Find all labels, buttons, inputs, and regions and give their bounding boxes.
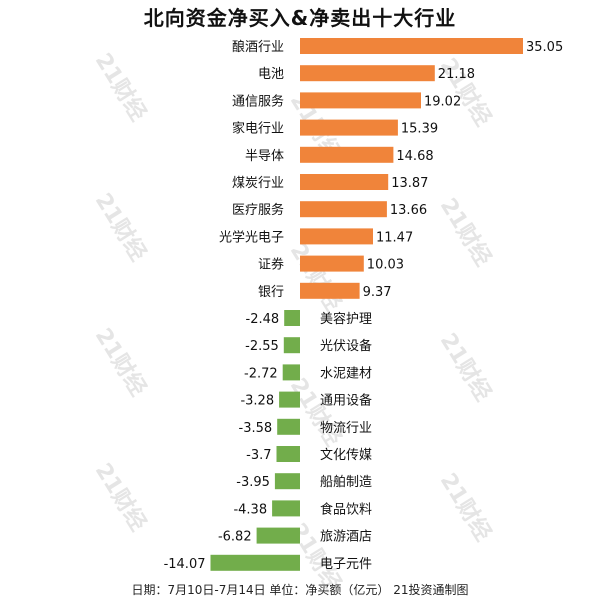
category-label-1: 酿酒行业 — [232, 39, 284, 55]
value-label-10: 9.37 — [363, 285, 392, 300]
value-label-3: 19.02 — [424, 94, 461, 109]
category-label-8: 光学光电子 — [219, 229, 284, 245]
category-label-18: 食品饮料 — [320, 501, 372, 517]
value-label-17: -3.95 — [236, 475, 270, 490]
category-label-10: 银行 — [258, 285, 284, 300]
value-label-18: -4.38 — [233, 502, 267, 517]
value-label-19: -6.82 — [218, 530, 252, 545]
category-label-13: 水泥建材 — [320, 366, 372, 381]
bar-11 — [284, 310, 300, 326]
bar-2 — [300, 65, 435, 82]
footer-note: 日期：7月10日-7月14日 单位：净买额（亿元） 21投资通制图 — [131, 583, 469, 597]
value-label-16: -3.7 — [246, 448, 271, 463]
bar-3 — [300, 92, 421, 109]
bar-7 — [300, 201, 387, 218]
bar-19 — [256, 527, 300, 544]
value-label-15: -3.58 — [239, 421, 273, 436]
category-label-5: 半导体 — [245, 149, 284, 164]
bar-12 — [283, 337, 300, 354]
category-label-6: 煤炭行业 — [232, 176, 284, 191]
category-label-20: 电子元件 — [320, 557, 372, 572]
value-label-7: 13.66 — [390, 203, 427, 218]
category-label-3: 通信服务 — [232, 93, 284, 109]
bar-6 — [300, 174, 389, 190]
value-label-20: -14.07 — [164, 557, 206, 572]
bar-1 — [300, 38, 523, 54]
value-label-5: 14.68 — [396, 149, 433, 164]
category-label-4: 家电行业 — [232, 121, 284, 137]
value-label-13: -2.72 — [244, 366, 278, 381]
value-label-6: 13.87 — [391, 176, 428, 191]
category-label-14: 通用设备 — [320, 393, 372, 409]
bar-20 — [210, 554, 300, 571]
category-label-7: 医疗服务 — [232, 202, 284, 218]
value-label-11: -2.48 — [246, 312, 280, 327]
value-label-12: -2.55 — [245, 339, 279, 354]
category-label-2: 电池 — [258, 67, 284, 82]
bar-10 — [300, 282, 360, 299]
value-label-9: 10.03 — [367, 258, 404, 273]
bar-17 — [274, 473, 300, 490]
bar-4 — [300, 119, 398, 136]
category-label-16: 文化传媒 — [320, 448, 372, 463]
value-label-14: -3.28 — [240, 394, 274, 409]
category-label-11: 美容护理 — [320, 311, 372, 327]
value-label-8: 11.47 — [376, 230, 413, 245]
value-label-4: 15.39 — [401, 122, 438, 137]
value-label-2: 21.18 — [438, 67, 475, 82]
category-label-12: 光伏设备 — [320, 338, 372, 354]
bar-14 — [279, 391, 300, 408]
category-label-15: 物流行业 — [320, 421, 372, 436]
bar-8 — [300, 228, 373, 245]
bar-13 — [282, 364, 300, 381]
bar-18 — [272, 500, 300, 517]
category-label-9: 证券 — [258, 257, 284, 273]
bar-16 — [276, 446, 300, 462]
chart-title: 北向资金净买入&净卖出十大行业 — [143, 6, 457, 30]
category-label-17: 船舶制造 — [320, 474, 372, 490]
bar-15 — [277, 418, 300, 435]
value-label-1: 35.05 — [526, 40, 563, 55]
category-label-19: 旅游酒店 — [320, 530, 372, 545]
bar-9 — [300, 255, 364, 272]
bar-5 — [300, 146, 394, 163]
